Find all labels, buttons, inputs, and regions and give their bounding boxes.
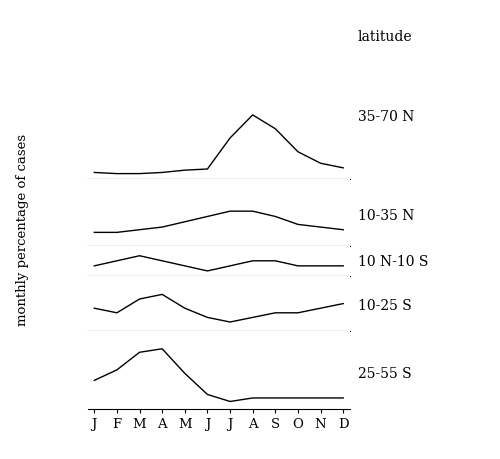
Text: 35-70 N: 35-70 N xyxy=(358,110,414,124)
Text: 25-55 S: 25-55 S xyxy=(358,367,411,381)
Text: latitude: latitude xyxy=(358,30,412,44)
Text: 10-35 N: 10-35 N xyxy=(358,209,414,223)
Text: monthly percentage of cases: monthly percentage of cases xyxy=(16,134,29,325)
Text: 10 N-10 S: 10 N-10 S xyxy=(358,255,428,269)
Text: 10-25 S: 10-25 S xyxy=(358,299,411,313)
